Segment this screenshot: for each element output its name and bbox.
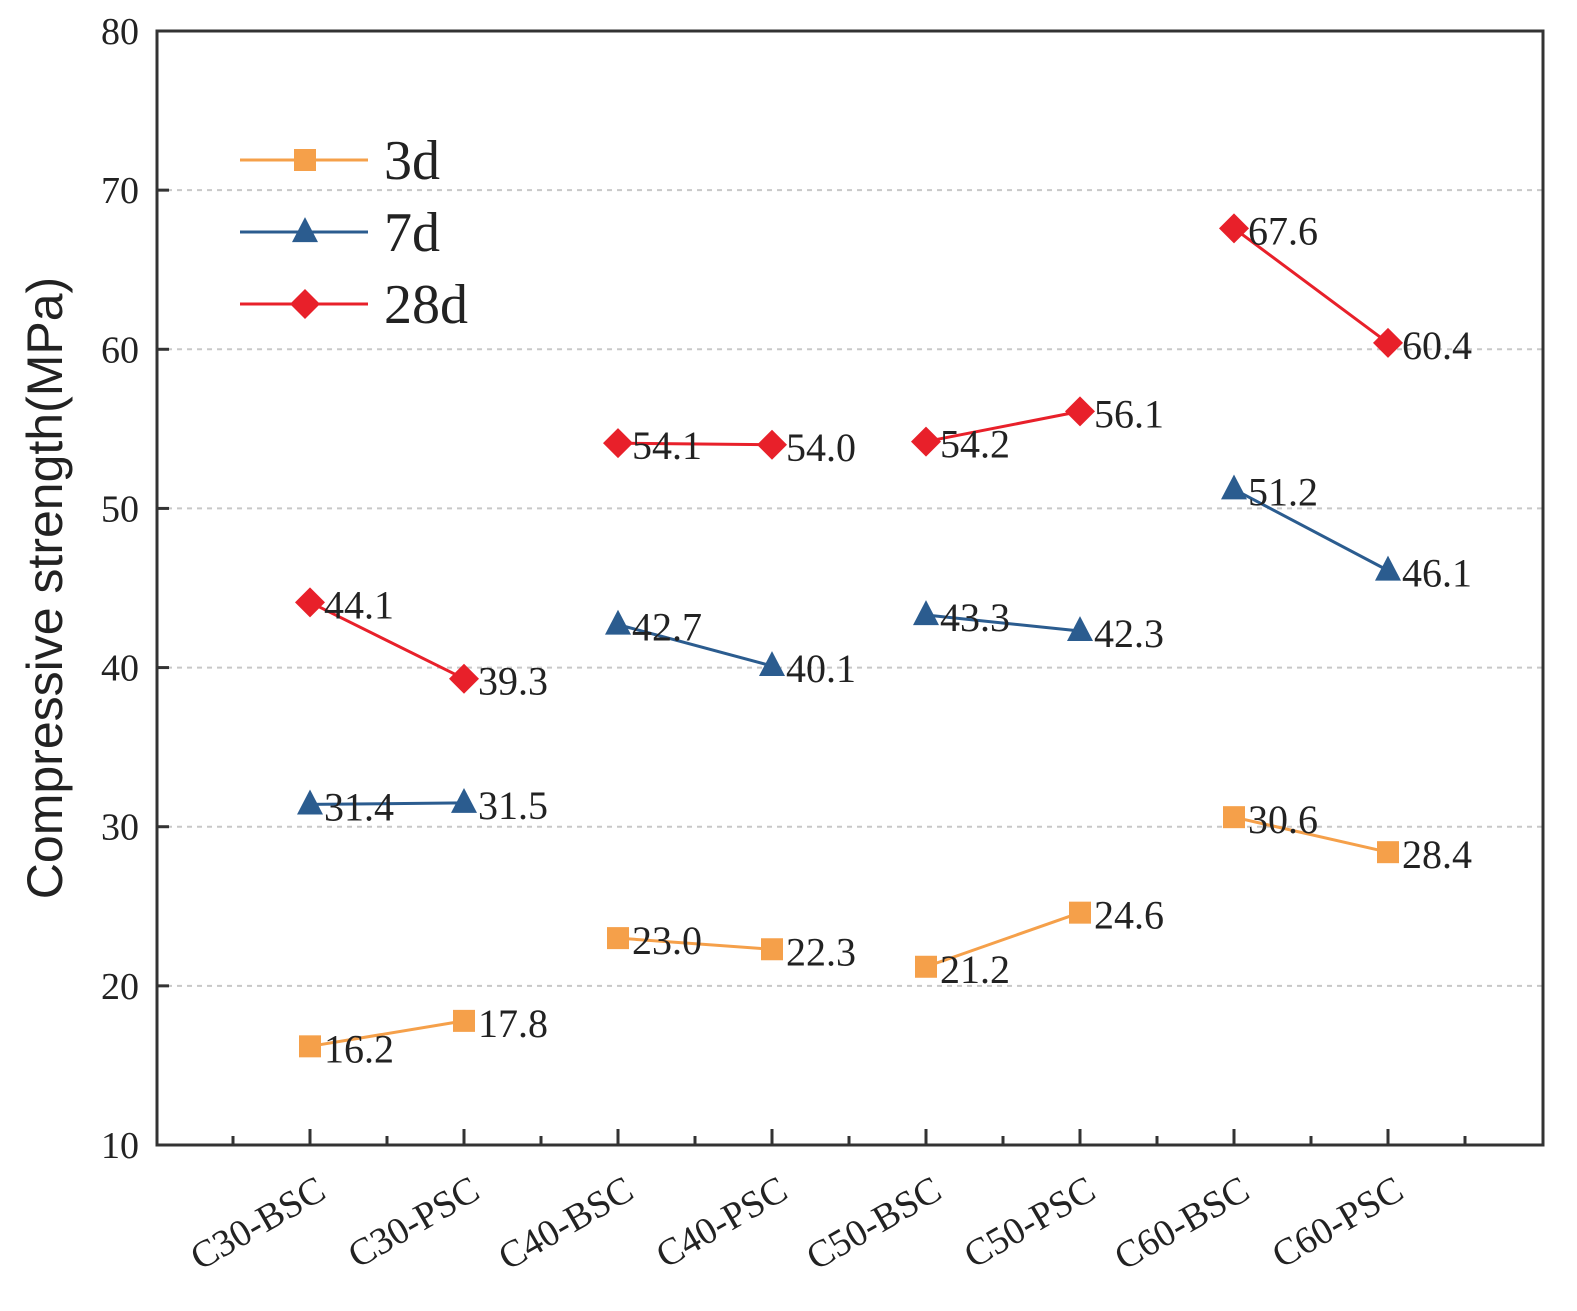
data-label-3d-C50-BSC: 21.2: [940, 947, 1010, 992]
series-28d-segment-4: [1233, 227, 1389, 345]
legend-marker-3d: [294, 149, 316, 171]
x-tick-label-C30-PSC: C30-PSC: [341, 1168, 486, 1276]
series-28d-point-C40-BSC: [603, 428, 633, 459]
series-7d-point-C60-PSC: [1375, 555, 1401, 581]
data-label-28d-C50-BSC: 54.2: [940, 422, 1010, 467]
gridlines: [157, 189, 1543, 987]
data-label-3d-C40-PSC: 22.3: [786, 929, 856, 974]
series-7d-segment-4: [1233, 488, 1389, 572]
series-7d-point-C60-BSC: [1221, 474, 1247, 500]
x-tick-label-C30-BSC: C30-BSC: [183, 1168, 332, 1278]
y-tick-label-70: 70: [101, 170, 139, 212]
y-tick-label-40: 40: [101, 648, 139, 690]
series-7d-point-C30-PSC: [451, 787, 477, 813]
data-label-3d-C30-BSC: 16.2: [324, 1026, 394, 1071]
axes: 10 20 30 40 50 60 70 80 C30-BSC C30-PSC C40-BSC C40…: [101, 11, 1545, 1279]
series-7d-segment-2: [617, 623, 773, 668]
data-label-7d-C60-PSC: 46.1: [1402, 550, 1472, 595]
data-label-3d-C40-BSC: 23.0: [632, 918, 702, 963]
data-label-7d-C40-PSC: 40.1: [786, 646, 856, 691]
data-label-28d-C50-PSC: 56.1: [1094, 391, 1164, 436]
series-7d-segment-3: [925, 613, 1081, 633]
data-label-28d-C40-BSC: 54.1: [632, 423, 702, 468]
data-label-28d-C60-BSC: 67.6: [1248, 208, 1318, 253]
series-3d-segment-1: [309, 1019, 465, 1048]
data-label-28d-C30-PSC: 39.3: [478, 659, 548, 704]
series-7d-point-C40-PSC: [759, 651, 785, 677]
series-3d-point-C30-BSC: [299, 1035, 321, 1058]
x-tick-label-C40-BSC: C40-BSC: [491, 1168, 640, 1278]
series-28d-point-C30-BSC: [295, 587, 325, 618]
series-7d-point-C50-BSC: [913, 600, 939, 626]
legend-label-28d: 28d: [384, 274, 468, 336]
data-label-28d-C40-PSC: 54.0: [786, 425, 856, 470]
y-tick-label-60: 60: [101, 329, 139, 371]
y-tick-label-30: 30: [101, 807, 139, 849]
series-3d-point-C30-PSC: [453, 1009, 475, 1032]
data-label-3d-C30-PSC: 17.8: [478, 1001, 548, 1046]
x-tick-label-C50-PSC: C50-PSC: [957, 1168, 1102, 1276]
series-3d-point-C40-BSC: [607, 927, 629, 950]
series-28d-point-C50-PSC: [1065, 396, 1095, 427]
series-3d-point-C60-PSC: [1377, 841, 1399, 864]
series-3d-point-C50-PSC: [1069, 901, 1091, 924]
series-7d-point-C40-BSC: [605, 609, 631, 635]
x-tick-label-C60-BSC: C60-BSC: [1107, 1168, 1256, 1278]
y-tick-label-20: 20: [101, 966, 139, 1008]
y-axis-label: Compressive strength(MPa): [17, 277, 73, 899]
series-28d-segment-1: [309, 600, 465, 681]
series-3d-point-C60-BSC: [1223, 806, 1245, 829]
series-3d-point-C50-BSC: [915, 955, 937, 978]
series-3d-point-C40-PSC: [761, 938, 783, 961]
data-label-3d-C50-PSC: 24.6: [1094, 893, 1164, 938]
series-28d-point-C60-PSC: [1373, 327, 1403, 358]
series-28d-segment-2: [617, 441, 773, 447]
series-3d-segment-4: [1233, 815, 1389, 854]
data-label-7d-C40-BSC: 42.7: [632, 605, 702, 650]
data-label-7d-C30-BSC: 31.4: [324, 784, 394, 829]
y-tick-label-50: 50: [101, 488, 139, 530]
data-label-3d-C60-BSC: 30.6: [1248, 797, 1318, 842]
x-tick-label-C40-PSC: C40-PSC: [649, 1168, 794, 1276]
data-label-28d-C30-BSC: 44.1: [324, 582, 394, 627]
x-tick-label-C60-PSC: C60-PSC: [1265, 1168, 1410, 1276]
series-28d-point-C30-PSC: [449, 663, 479, 694]
series-28d-segment-3: [925, 409, 1081, 444]
series-7d-point-C30-BSC: [297, 789, 323, 815]
data-label-28d-C60-PSC: 60.4: [1402, 323, 1472, 368]
data-label-3d-C60-PSC: 28.4: [1402, 832, 1472, 877]
y-tick-label-80: 80: [101, 11, 139, 53]
data-label-7d-C30-PSC: 31.5: [478, 783, 548, 828]
data-label-7d-C50-PSC: 42.3: [1094, 611, 1164, 656]
data-labels: 16.2 17.8 23.0 22.3 21.2 24.6 30.6 28.4 31.4 31.5…: [324, 208, 1472, 1071]
legend-label-3d: 3d: [384, 130, 440, 192]
legend-label-7d: 7d: [384, 202, 440, 264]
series: [295, 213, 1403, 1058]
series-28d-point-C50-BSC: [911, 426, 941, 457]
series-28d-point-C60-BSC: [1219, 213, 1249, 244]
data-label-7d-C50-BSC: 43.3: [940, 595, 1010, 640]
data-label-7d-C60-BSC: 51.2: [1248, 469, 1318, 514]
series-28d-point-C40-PSC: [757, 429, 787, 460]
legend-marker-28d: [290, 289, 320, 319]
series-3d-segment-2: [617, 936, 773, 951]
legend-marker-7d: [292, 217, 318, 243]
series-7d-point-C50-PSC: [1067, 616, 1093, 642]
series-7d-segment-1: [309, 801, 465, 806]
legend: 3d 7d 28d: [240, 130, 468, 336]
y-tick-label-10: 10: [101, 1125, 139, 1167]
x-tick-label-C50-BSC: C50-BSC: [799, 1168, 948, 1278]
series-3d-segment-3: [925, 911, 1081, 969]
